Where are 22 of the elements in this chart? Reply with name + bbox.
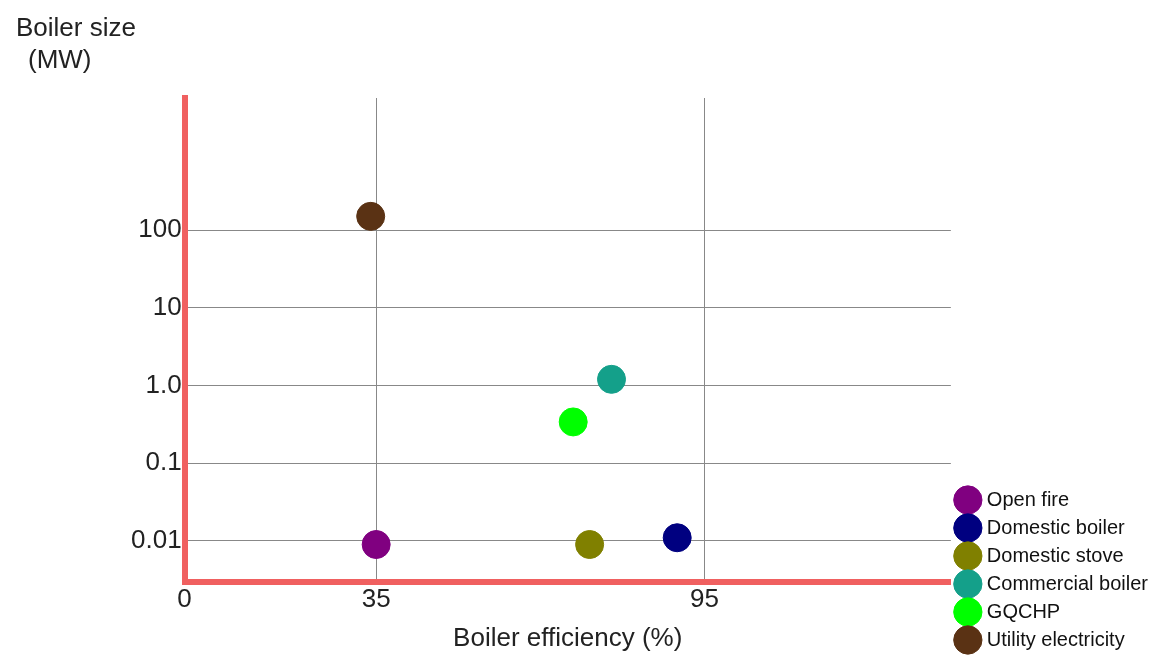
y-tick-label: 0.1 xyxy=(145,446,182,477)
legend-label: Domestic stove xyxy=(986,543,1124,566)
x-tick-label: 35 xyxy=(361,583,391,614)
point xyxy=(575,530,605,560)
y-tick-label: 0.01 xyxy=(130,524,182,555)
legend-label: Commercial boiler xyxy=(986,571,1149,594)
point xyxy=(662,523,692,553)
legend-label: Domestic boiler xyxy=(986,515,1126,538)
x-tick-label: 95 xyxy=(690,583,720,614)
x-axis-title: Boiler efficiency (%) xyxy=(453,621,683,652)
point xyxy=(361,530,391,560)
y-axis-title: Boiler size (MW) xyxy=(16,12,136,75)
x-tick-label: 0 xyxy=(177,583,192,614)
point xyxy=(597,364,627,394)
legend-label: Utility electricity xyxy=(986,627,1125,650)
y-tick-label: 1.0 xyxy=(145,368,182,399)
legend-label: Open fire xyxy=(986,487,1070,510)
point xyxy=(356,201,386,231)
point xyxy=(558,407,588,437)
y-tick-label: 10 xyxy=(152,290,182,321)
y-tick-label: 100 xyxy=(138,213,182,244)
legend-label: GQCHP xyxy=(986,599,1061,622)
